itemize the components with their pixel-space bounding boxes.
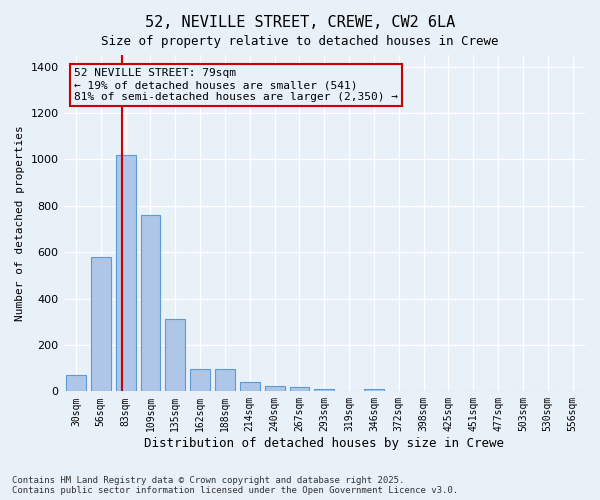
Y-axis label: Number of detached properties: Number of detached properties bbox=[15, 126, 25, 321]
Text: Contains HM Land Registry data © Crown copyright and database right 2025.
Contai: Contains HM Land Registry data © Crown c… bbox=[12, 476, 458, 495]
Bar bbox=[265, 386, 284, 392]
Text: 52 NEVILLE STREET: 79sqm
← 19% of detached houses are smaller (541)
81% of semi-: 52 NEVILLE STREET: 79sqm ← 19% of detach… bbox=[74, 68, 398, 102]
Bar bbox=[166, 320, 185, 392]
Bar bbox=[215, 370, 235, 392]
Bar bbox=[190, 370, 210, 392]
Bar bbox=[91, 257, 111, 392]
X-axis label: Distribution of detached houses by size in Crewe: Distribution of detached houses by size … bbox=[144, 437, 504, 450]
Bar bbox=[66, 375, 86, 392]
Bar bbox=[140, 215, 160, 392]
Bar bbox=[240, 382, 260, 392]
Bar bbox=[290, 387, 310, 392]
Bar bbox=[314, 389, 334, 392]
Bar bbox=[116, 154, 136, 392]
Text: Size of property relative to detached houses in Crewe: Size of property relative to detached ho… bbox=[101, 35, 499, 48]
Bar bbox=[364, 389, 384, 392]
Text: 52, NEVILLE STREET, CREWE, CW2 6LA: 52, NEVILLE STREET, CREWE, CW2 6LA bbox=[145, 15, 455, 30]
